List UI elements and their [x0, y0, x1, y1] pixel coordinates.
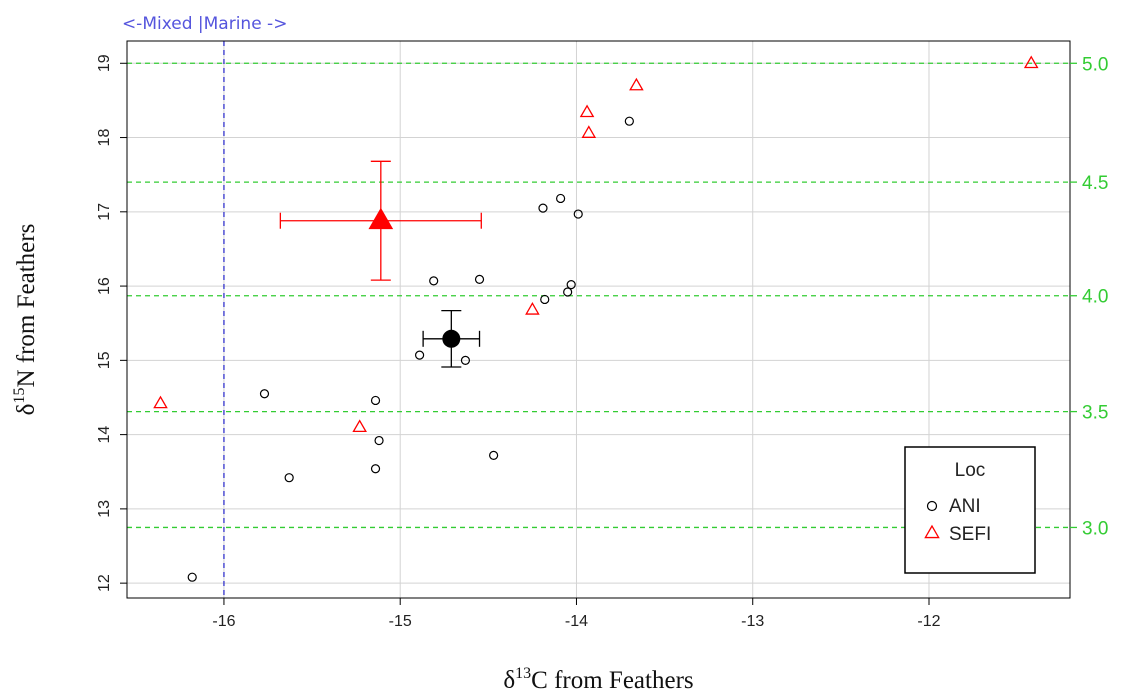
right-tick-label: 4.5 [1082, 173, 1108, 194]
x-axis-title: δ13C from Feathers [503, 665, 693, 694]
ani-point [624, 116, 634, 126]
x-axis-title-sup: 13 [515, 665, 531, 682]
x-tick-label: -14 [565, 613, 588, 630]
summary-markers [279, 160, 482, 368]
y-tick-label: 15 [96, 351, 113, 369]
ani-point [566, 279, 576, 290]
y-tick-label: 16 [96, 277, 113, 295]
x-tick-label: -12 [917, 613, 940, 630]
ani-point [556, 193, 566, 204]
legend-entries: ANI SEFI [924, 496, 991, 545]
x-axis-title-rest: C from Feathers [531, 667, 693, 694]
right-tick-label: 5.0 [1082, 54, 1108, 75]
sefi-point [352, 419, 367, 433]
right-tick-label: 3.0 [1082, 518, 1108, 539]
y-tick-label: 17 [96, 203, 113, 221]
y-axis-title-prefix: δ [13, 404, 40, 416]
data-points [153, 55, 1039, 582]
ani-point [489, 450, 499, 461]
ani-point [414, 350, 425, 360]
ani-mean-point [442, 329, 461, 348]
legend-marker-ani [926, 500, 938, 512]
x-tick-label: -13 [741, 613, 764, 630]
y-axis-title: δ15N from Feathers [11, 224, 40, 416]
y-axis-title-rest: N from Feathers [13, 224, 40, 388]
sefi-point [581, 125, 597, 138]
ani-point [538, 203, 548, 213]
ani-point [374, 435, 384, 446]
right-tick-label: 4.0 [1082, 287, 1108, 308]
legend-title: Loc [955, 460, 986, 481]
y-axis-title-sup: 15 [11, 388, 28, 404]
ani-point [187, 572, 197, 582]
y-tick-label: 12 [96, 574, 113, 592]
x-axis-title-prefix: δ [503, 667, 515, 694]
x-axis: -16 -15 -14 -13 -12 [212, 598, 941, 630]
ani-point [540, 294, 550, 305]
right-axis: 5.0 4.5 4.0 3.5 3.0 [1070, 54, 1108, 539]
y-tick-label: 19 [96, 54, 113, 72]
y-tick-label: 13 [96, 500, 113, 518]
ani-point [573, 209, 583, 219]
x-tick-label: -15 [389, 613, 412, 630]
plot-frame [126, 40, 1071, 599]
y-tick-label: 14 [96, 426, 113, 444]
x-tick-label: -16 [212, 613, 235, 630]
sefi-point [525, 302, 540, 315]
legend-label-ani: ANI [949, 496, 981, 517]
sefi-point [579, 104, 595, 118]
right-tick-label: 3.5 [1082, 403, 1108, 424]
threshold-annotation: <-Mixed |Marine -> [122, 14, 288, 34]
ani-point [284, 473, 294, 483]
reference-lines [127, 62, 1070, 529]
legend: Loc ANI SEFI [904, 446, 1036, 574]
sefi-point [1023, 55, 1039, 69]
legend-marker-sefi [924, 524, 940, 539]
ani-point [563, 287, 573, 297]
sefi-point [629, 77, 644, 91]
legend-label-sefi: SEFI [949, 524, 991, 545]
ani-point [460, 355, 471, 365]
ani-point [259, 389, 270, 399]
ani-point [370, 464, 381, 474]
y-axis: 12 13 14 15 16 17 18 19 [96, 54, 127, 592]
ani-point [429, 276, 439, 286]
ani-point [370, 395, 381, 406]
ani-point [474, 274, 485, 284]
y-tick-label: 18 [96, 129, 113, 147]
sefi-point [153, 395, 168, 409]
legend-box [904, 446, 1036, 574]
sefi-mean-point [368, 207, 394, 230]
